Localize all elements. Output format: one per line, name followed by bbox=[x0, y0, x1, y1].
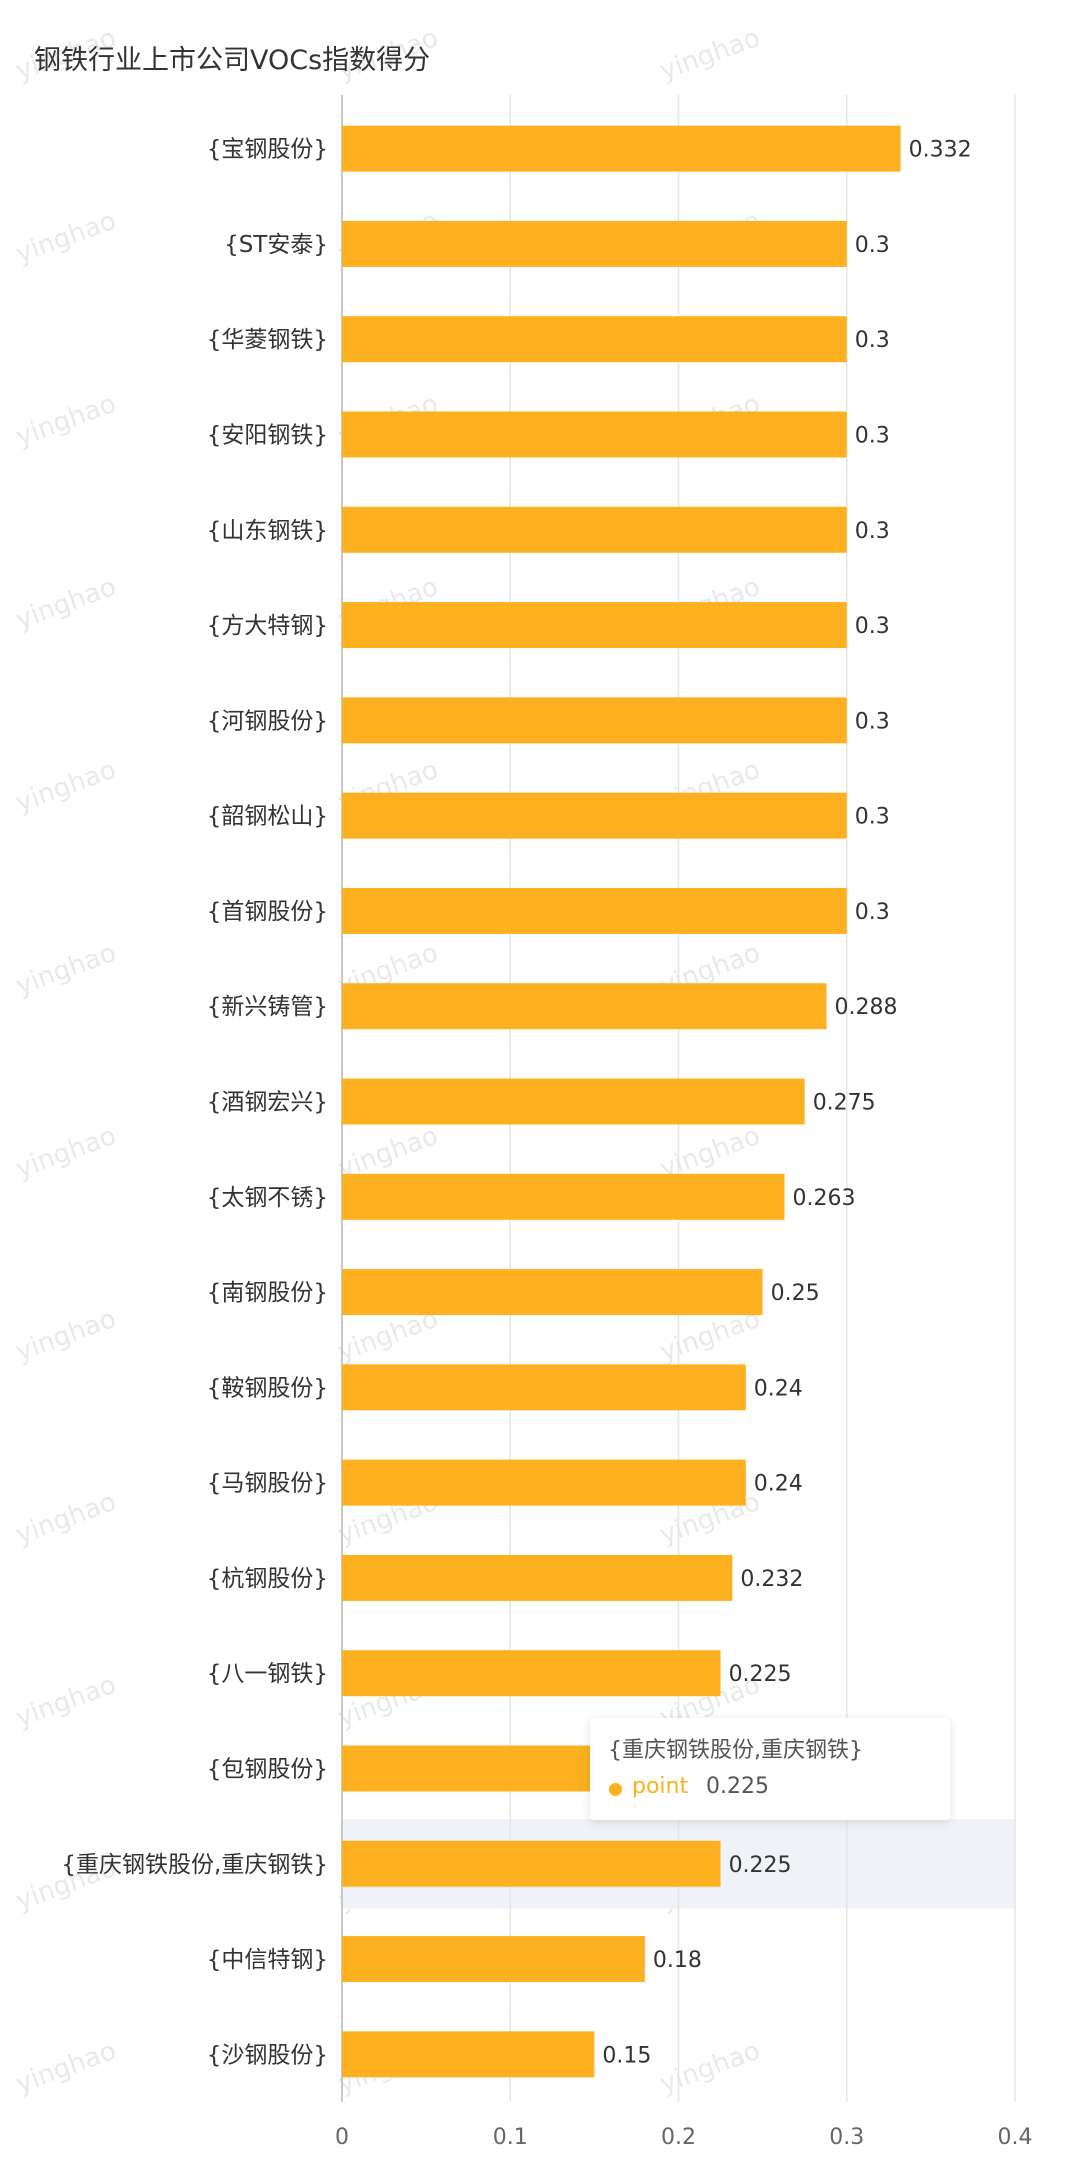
bar[interactable] bbox=[342, 411, 847, 458]
bar[interactable] bbox=[342, 1459, 746, 1506]
watermark-text: yinghao bbox=[12, 389, 120, 453]
watermark-text: yinghao bbox=[12, 938, 120, 1002]
data-label: 0.225 bbox=[729, 1853, 792, 1878]
bar[interactable] bbox=[342, 1364, 746, 1411]
category-label: {鞍钢股份} bbox=[207, 1375, 328, 1401]
category-label: {方大特钢} bbox=[207, 613, 328, 639]
category-label: {沙钢股份} bbox=[207, 2042, 328, 2068]
data-label: 0.3 bbox=[855, 614, 890, 639]
data-label: 0.18 bbox=[653, 1948, 702, 1973]
data-label: 0.24 bbox=[754, 1376, 803, 1401]
data-label: 0.3 bbox=[855, 233, 890, 258]
watermark-text: yinghao bbox=[12, 572, 120, 636]
tooltip-value: 0.225 bbox=[706, 1774, 769, 1799]
data-label: 0.225 bbox=[729, 1662, 792, 1687]
watermark-text: yinghao bbox=[12, 755, 120, 819]
bars[interactable] bbox=[342, 125, 901, 2078]
data-label: 0.288 bbox=[835, 995, 898, 1020]
category-label: {马钢股份} bbox=[207, 1471, 328, 1497]
bar[interactable] bbox=[342, 316, 847, 363]
data-label: 0.24 bbox=[754, 1472, 803, 1497]
tooltip-title: {重庆钢铁股份,重庆钢铁} bbox=[608, 1738, 863, 1763]
data-label: 0.3 bbox=[855, 805, 890, 830]
bar[interactable] bbox=[342, 1840, 721, 1887]
data-label: 0.332 bbox=[909, 138, 972, 163]
watermark-text: yinghao bbox=[12, 206, 120, 270]
bar[interactable] bbox=[342, 602, 847, 649]
bar[interactable] bbox=[342, 1173, 785, 1220]
x-tick-label: 0 bbox=[335, 2125, 349, 2150]
bar[interactable] bbox=[342, 983, 827, 1030]
data-label: 0.25 bbox=[771, 1281, 820, 1306]
category-label: {河钢股份} bbox=[207, 708, 328, 734]
x-tick-label: 0.3 bbox=[829, 2125, 864, 2150]
data-label: 0.263 bbox=[792, 1186, 855, 1211]
category-label: {ST安泰} bbox=[224, 232, 328, 258]
watermark-text: yinghao bbox=[12, 1487, 120, 1551]
watermark-text: yinghao bbox=[656, 23, 764, 87]
bar[interactable] bbox=[342, 2031, 595, 2078]
x-tick-label: 0.2 bbox=[661, 2125, 696, 2150]
bar[interactable] bbox=[342, 697, 847, 744]
bar[interactable] bbox=[342, 1078, 805, 1125]
bar[interactable] bbox=[342, 125, 901, 172]
tooltip-series-dot bbox=[609, 1783, 622, 1796]
bar[interactable] bbox=[342, 792, 847, 839]
chart-title: 钢铁行业上市公司VOCs指数得分 bbox=[34, 45, 431, 76]
bar[interactable] bbox=[342, 1936, 645, 1983]
watermark-text: yinghao bbox=[12, 1670, 120, 1734]
category-label: {宝钢股份} bbox=[207, 137, 328, 163]
data-label: 0.3 bbox=[855, 709, 890, 734]
bar[interactable] bbox=[342, 1745, 595, 1792]
category-label: {安阳钢铁} bbox=[207, 423, 328, 449]
category-label: {首钢股份} bbox=[207, 899, 328, 925]
data-label: 0.3 bbox=[855, 328, 890, 353]
tooltip: {重庆钢铁股份,重庆钢铁} point 0.225 bbox=[590, 1718, 950, 1820]
labels: 0 0.1 0.2 0.3 0.4 {宝钢股份} 0.332 {ST安泰} 0.3 {华菱钢铁} 0… bbox=[61, 137, 1032, 2150]
bar[interactable] bbox=[342, 506, 847, 553]
data-label: 0.232 bbox=[740, 1567, 803, 1592]
data-label: 0.3 bbox=[855, 519, 890, 544]
category-label: {山东钢铁} bbox=[207, 518, 328, 544]
data-label: 0.3 bbox=[855, 424, 890, 449]
watermark-text: yinghao bbox=[656, 2036, 764, 2100]
x-tick-label: 0.1 bbox=[493, 2125, 528, 2150]
x-tick-label: 0.4 bbox=[998, 2125, 1033, 2150]
tooltip-series-name: point bbox=[632, 1774, 689, 1799]
bar[interactable] bbox=[342, 887, 847, 934]
bar[interactable] bbox=[342, 1269, 763, 1316]
data-label: 0.3 bbox=[855, 900, 890, 925]
category-label: {南钢股份} bbox=[207, 1280, 328, 1306]
bar[interactable] bbox=[342, 1650, 721, 1697]
watermark-text: yinghao bbox=[12, 1304, 120, 1368]
category-label: {华菱钢铁} bbox=[207, 327, 328, 353]
data-label: 0.275 bbox=[813, 1091, 876, 1116]
category-label: {韶钢松山} bbox=[207, 804, 328, 830]
category-label: {新兴铸管} bbox=[207, 994, 328, 1020]
watermark-text: yinghao bbox=[12, 2036, 120, 2100]
bar[interactable] bbox=[342, 1554, 733, 1601]
category-label: {太钢不锈} bbox=[207, 1185, 328, 1211]
category-label: {重庆钢铁股份,重庆钢铁} bbox=[61, 1852, 328, 1878]
category-label: {中信特钢} bbox=[207, 1947, 328, 1973]
category-label: {八一钢铁} bbox=[207, 1661, 328, 1687]
watermark-text: yinghao bbox=[12, 1121, 120, 1185]
category-label: {酒钢宏兴} bbox=[207, 1090, 328, 1116]
category-label: {杭钢股份} bbox=[207, 1566, 328, 1592]
data-label: 0.15 bbox=[602, 2043, 651, 2068]
category-label: {包钢股份} bbox=[207, 1757, 328, 1783]
bar[interactable] bbox=[342, 220, 847, 267]
